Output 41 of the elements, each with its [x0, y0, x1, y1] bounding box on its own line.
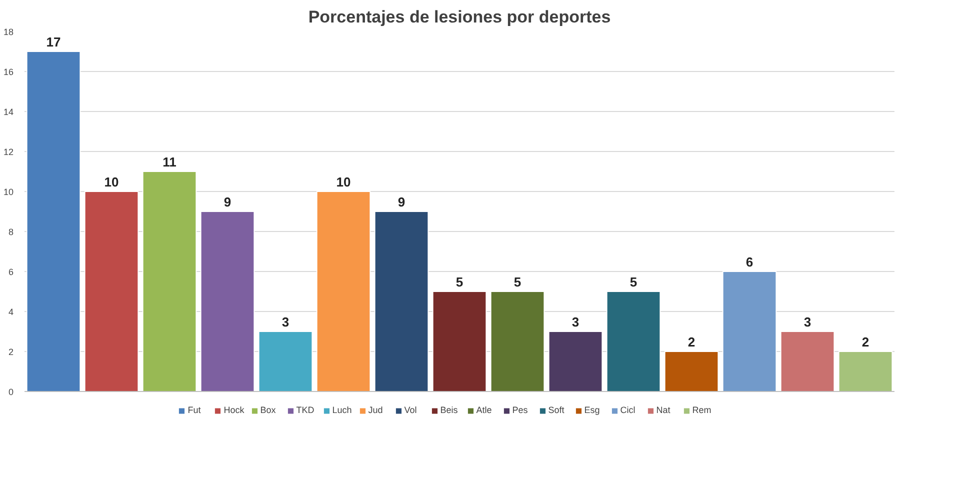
data-label: 10 [336, 174, 351, 190]
legend-label: Beis [440, 405, 459, 415]
chart-title: Porcentajes de lesiones por deportes [308, 8, 611, 26]
data-label: 9 [224, 194, 232, 210]
y-tick-label: 16 [3, 67, 14, 77]
data-label: 10 [104, 174, 119, 190]
y-tick-label: 14 [3, 107, 14, 117]
legend-label: Hock [224, 405, 244, 415]
data-label: 5 [456, 274, 464, 290]
y-tick-label: 4 [8, 307, 14, 317]
data-label: 11 [162, 154, 176, 170]
data-label: 5 [514, 274, 522, 290]
legend-label: Esg [584, 405, 601, 415]
data-label: 3 [804, 314, 812, 330]
data-label: 2 [862, 334, 870, 350]
legend-label: Rem [692, 405, 712, 415]
legend-label: Cicl [620, 405, 636, 415]
data-label: 2 [688, 334, 696, 350]
y-tick-label: 6 [8, 267, 14, 277]
legend-label: Jud [368, 405, 384, 415]
legend-label: Luch [332, 405, 352, 415]
legend-label: Fut [188, 405, 202, 415]
legend-label: Atle [476, 405, 493, 415]
y-tick-label: 12 [3, 147, 14, 157]
legend-label: Pes [512, 405, 529, 415]
data-label: 9 [398, 194, 406, 210]
legend-label: Box [260, 405, 277, 415]
y-tick-label: 10 [3, 187, 14, 197]
legend-label: Nat [656, 405, 672, 415]
legend-label: Vol [404, 405, 418, 415]
data-label: 3 [282, 314, 290, 330]
data-label: 5 [630, 274, 638, 290]
data-label: 3 [572, 314, 580, 330]
y-tick-label: 8 [8, 227, 14, 237]
data-label: 17 [46, 34, 61, 50]
y-tick-label: 2 [8, 347, 14, 357]
y-tick-label: 18 [3, 27, 14, 37]
legend-label: Soft [548, 405, 566, 415]
y-tick-label: 0 [8, 387, 14, 397]
legend-label: TKD [296, 405, 316, 415]
data-label: 6 [746, 254, 754, 270]
